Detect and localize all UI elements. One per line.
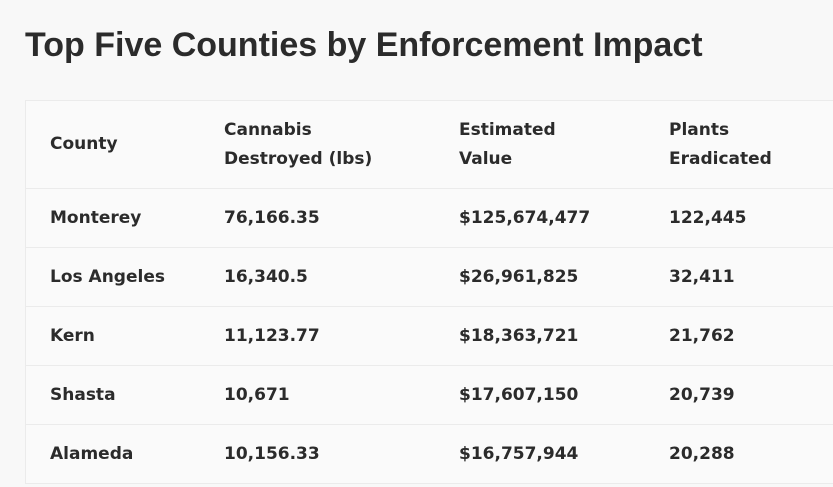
- table-row: Alameda 10,156.33 $16,757,944 20,288: [26, 424, 833, 483]
- header-text: Eradicated: [669, 148, 772, 169]
- table-body: Monterey 76,166.35 $125,674,477 122,445 Los …: [26, 188, 833, 483]
- header-text: Value: [459, 148, 513, 169]
- county-table: County Cannabis Destroyed (lbs) Estimated…: [25, 100, 833, 484]
- cell-cannabis-destroyed: 16,340.5: [224, 266, 308, 287]
- cell-estimated-value: $17,607,150: [459, 384, 579, 405]
- cell-county: Alameda: [50, 443, 134, 464]
- header-text: Plants: [669, 119, 730, 140]
- cell-county: Monterey: [50, 207, 142, 228]
- cell-cannabis-destroyed: 10,671: [224, 384, 290, 405]
- header-text: County: [50, 134, 118, 154]
- cell-estimated-value: $18,363,721: [459, 325, 579, 346]
- cell-plants-eradicated: 32,411: [669, 266, 735, 287]
- header-text: Cannabis: [224, 119, 312, 140]
- cell-plants-eradicated: 20,288: [669, 443, 735, 464]
- header-text: Estimated: [459, 119, 556, 140]
- cell-county: Shasta: [50, 384, 116, 405]
- header-estimated-value: Estimated Value: [459, 101, 556, 188]
- cell-county: Kern: [50, 325, 95, 346]
- header-text: Destroyed (lbs): [224, 148, 373, 169]
- page-title: Top Five Counties by Enforcement Impact: [25, 26, 703, 64]
- table-row: Kern 11,123.77 $18,363,721 21,762: [26, 306, 833, 365]
- cell-plants-eradicated: 122,445: [669, 207, 747, 228]
- cell-plants-eradicated: 21,762: [669, 325, 735, 346]
- cell-cannabis-destroyed: 76,166.35: [224, 207, 320, 228]
- header-cannabis-destroyed: Cannabis Destroyed (lbs): [224, 101, 372, 188]
- header-plants-eradicated: Plants Eradicated: [669, 101, 772, 188]
- cell-estimated-value: $125,674,477: [459, 207, 591, 228]
- cell-cannabis-destroyed: 10,156.33: [224, 443, 320, 464]
- cell-estimated-value: $16,757,944: [459, 443, 579, 464]
- table-row: Monterey 76,166.35 $125,674,477 122,445: [26, 188, 833, 247]
- table-row: Los Angeles 16,340.5 $26,961,825 32,411: [26, 247, 833, 306]
- table-row: Shasta 10,671 $17,607,150 20,739: [26, 365, 833, 424]
- cell-cannabis-destroyed: 11,123.77: [224, 325, 320, 346]
- cell-county: Los Angeles: [50, 266, 165, 287]
- cell-plants-eradicated: 20,739: [669, 384, 735, 405]
- table-header-row: County Cannabis Destroyed (lbs) Estimated…: [26, 101, 833, 188]
- cell-estimated-value: $26,961,825: [459, 266, 579, 287]
- header-county: County: [50, 101, 118, 188]
